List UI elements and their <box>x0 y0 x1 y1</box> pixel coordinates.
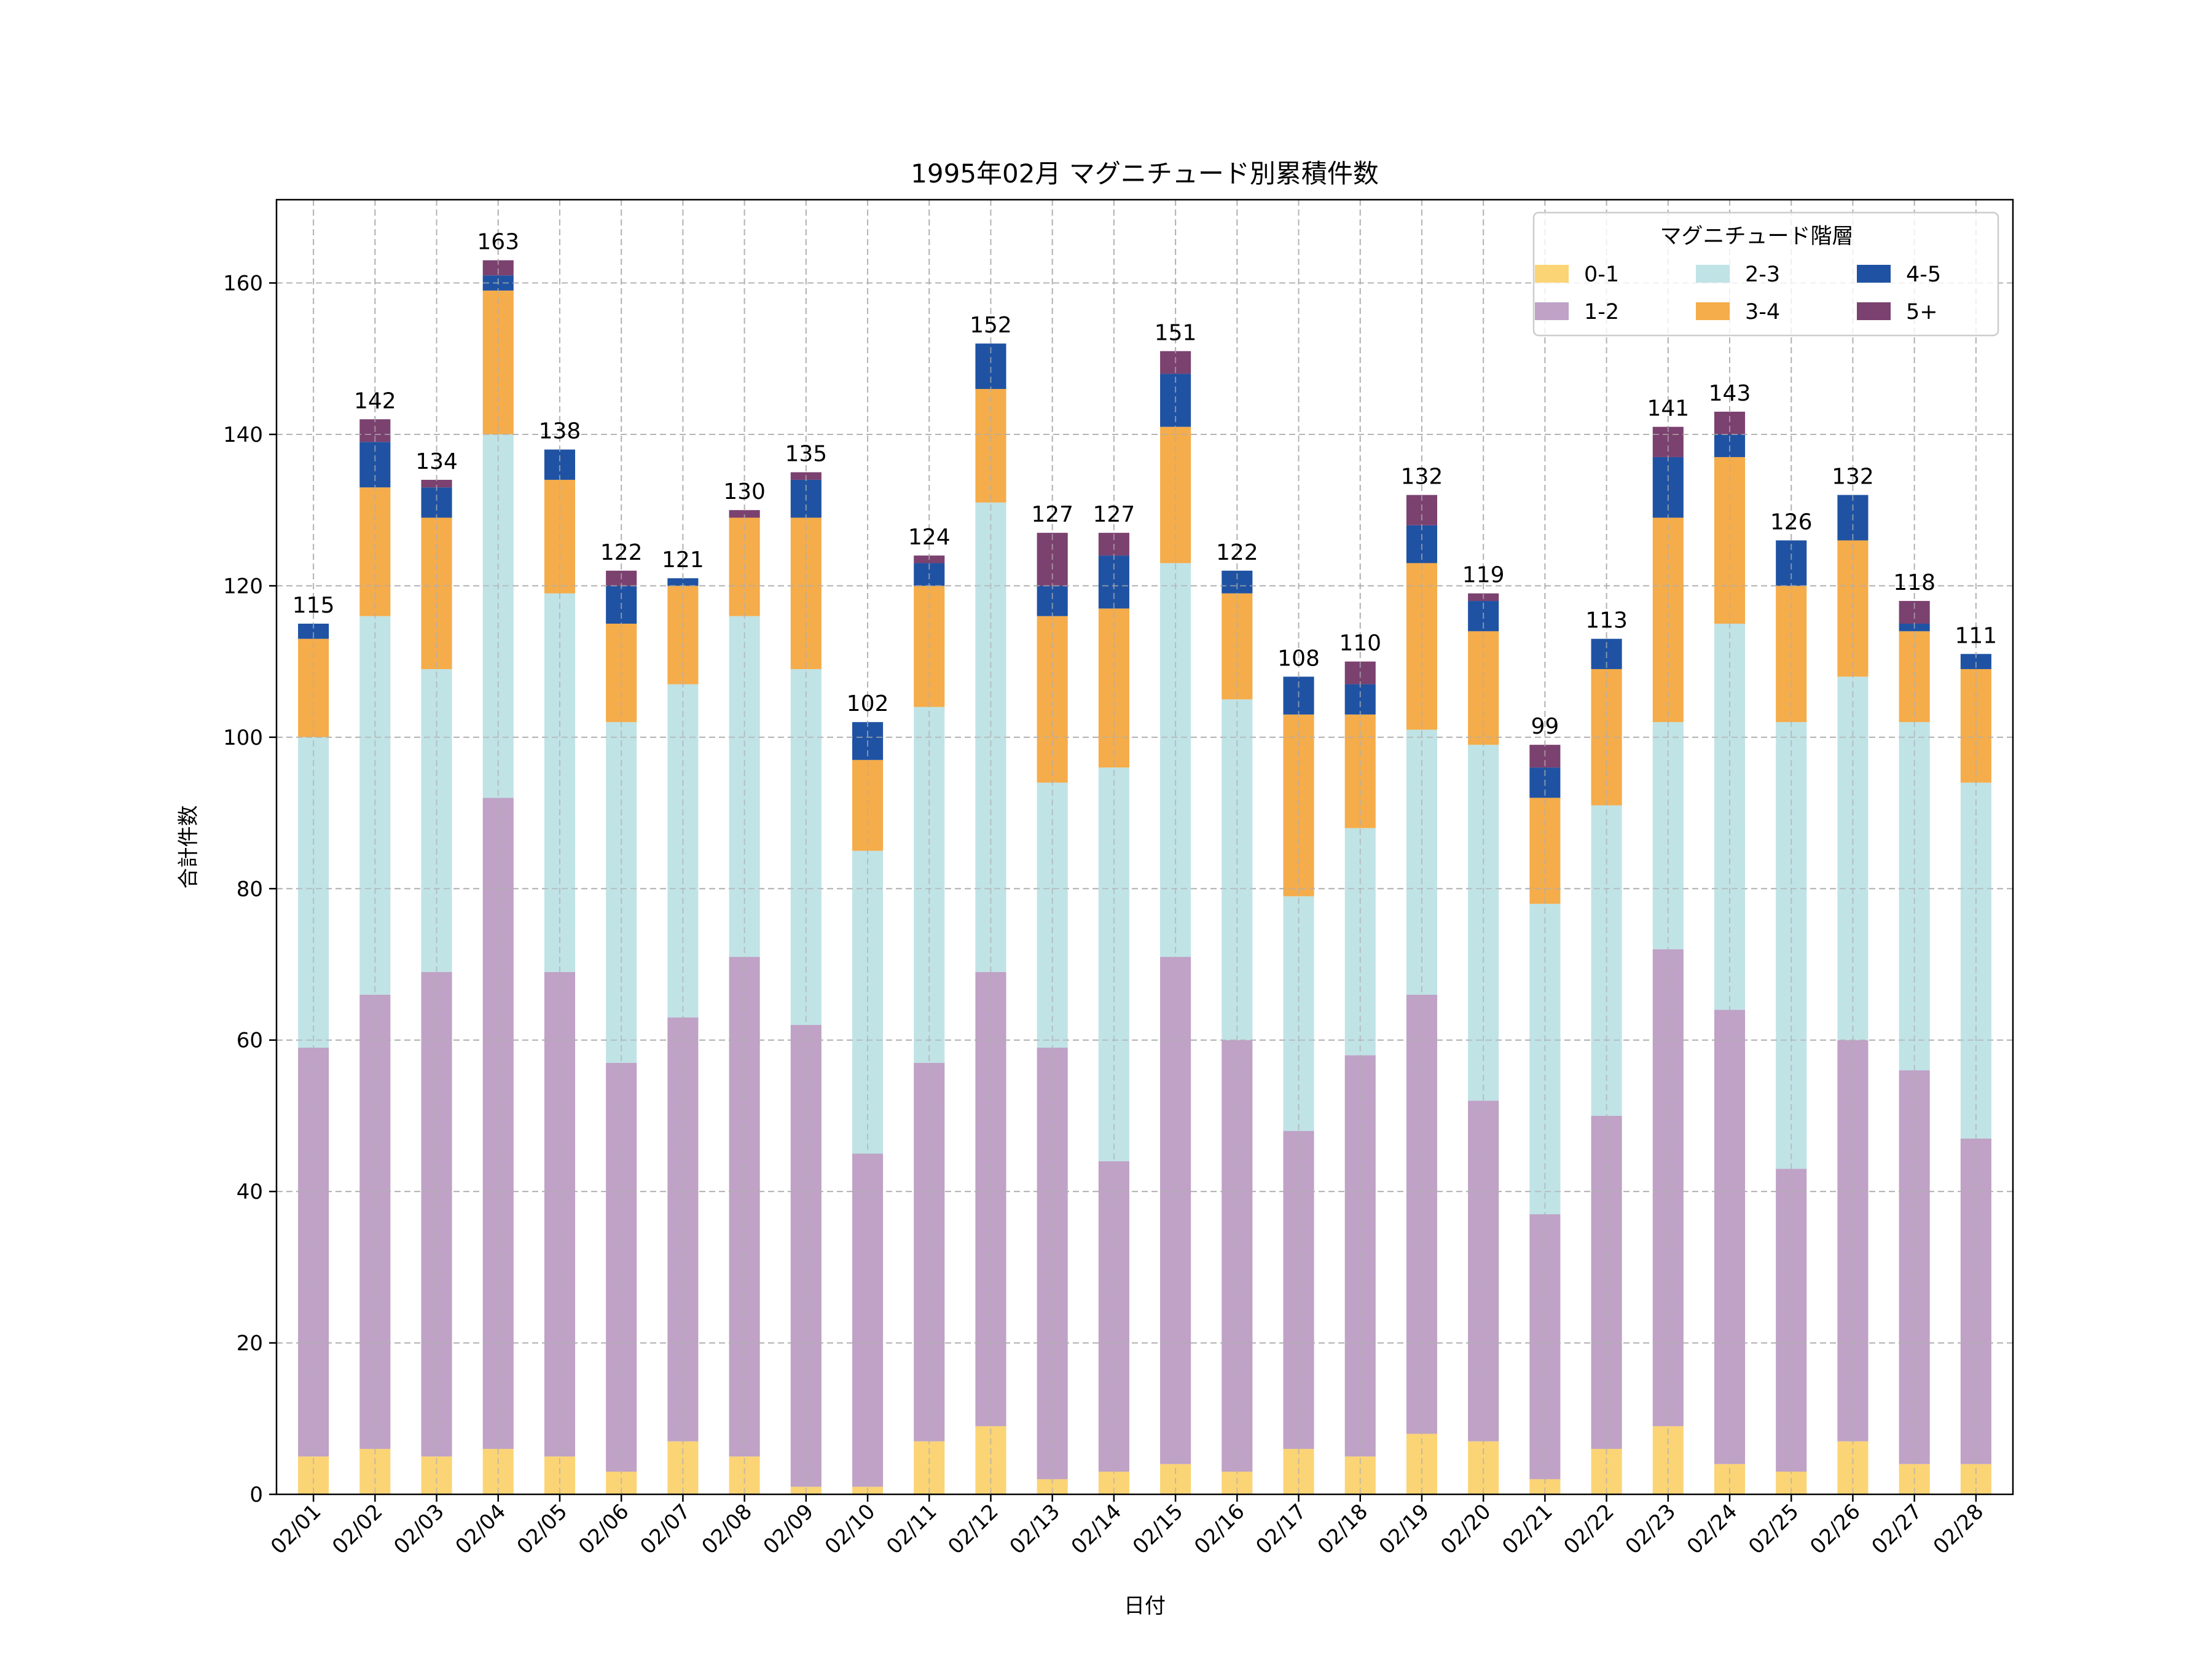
total-label: 102 <box>847 691 889 716</box>
chart-title: 1995年02月 マグニチュード別累積件数 <box>911 159 1379 189</box>
bar-segment-4-5 <box>667 578 699 586</box>
y-tick-label: 140 <box>223 423 263 447</box>
bar-segment-1-2 <box>667 1017 699 1441</box>
y-tick-label: 160 <box>223 272 263 296</box>
bar-segment-2-3 <box>790 669 822 1026</box>
total-label: 138 <box>539 419 581 444</box>
bar-segment-4-5 <box>544 449 576 480</box>
total-label: 132 <box>1832 465 1874 490</box>
total-label: 108 <box>1277 646 1320 671</box>
y-axis: 0 20 40 60 80 100 120 140 160 <box>223 272 276 1507</box>
y-tick-label: 40 <box>237 1180 263 1204</box>
y-axis-label: 合計件数 <box>176 806 201 889</box>
bar-segment-2-3 <box>1714 624 1746 1010</box>
y-tick-label: 100 <box>223 726 263 750</box>
y-tick-label: 80 <box>237 877 263 901</box>
bar-segment-1-2 <box>1160 957 1191 1464</box>
legend-label-4-5: 4-5 <box>1906 262 1941 287</box>
total-label: 124 <box>908 525 951 550</box>
bar-segment-4-5 <box>421 487 452 518</box>
total-label: 163 <box>477 230 519 255</box>
total-label: 121 <box>662 547 704 573</box>
bar-segment-3-4 <box>1037 616 1068 783</box>
legend-label-0-1: 0-1 <box>1584 262 1619 287</box>
y-tick-label: 120 <box>223 574 263 598</box>
total-label: 126 <box>1770 509 1813 535</box>
legend-label-2-3: 2-3 <box>1745 262 1780 287</box>
legend-swatch-0-1 <box>1535 265 1569 283</box>
bar-segment-2-3 <box>1037 782 1068 1048</box>
x-axis-label: 日付 <box>1124 1594 1166 1618</box>
total-label: 118 <box>1893 570 1936 595</box>
total-label: 113 <box>1585 608 1628 633</box>
bar-segment-4-5 <box>1037 586 1068 616</box>
total-label: 143 <box>1709 381 1751 406</box>
legend-swatch-4-5 <box>1857 265 1891 283</box>
total-label: 127 <box>1031 502 1073 527</box>
data-labels: 115 142 134 163 138 122 121 130 135 102 124 152 127 1… <box>292 230 1997 740</box>
total-label: 115 <box>292 593 335 618</box>
total-label: 127 <box>1093 502 1135 527</box>
legend-label-3-4: 3-4 <box>1745 300 1780 324</box>
bar-segment-3-4 <box>1468 631 1499 745</box>
total-label: 142 <box>354 388 396 414</box>
bar-segment-2-3 <box>914 707 945 1063</box>
total-label: 111 <box>1955 623 1998 648</box>
legend-label-1-2: 1-2 <box>1584 300 1619 324</box>
total-label: 122 <box>600 540 643 565</box>
legend: マグニチュード階層 0-1 1-2 2-3 3-4 4-5 5+ <box>1532 211 1999 337</box>
bar-segment-1-2 <box>1529 1214 1561 1480</box>
y-tick-label: 0 <box>249 1483 263 1507</box>
total-label: 134 <box>415 449 458 474</box>
total-label: 141 <box>1647 396 1689 422</box>
bar-segment-3-4 <box>1652 517 1684 723</box>
total-label: 122 <box>1216 540 1258 565</box>
total-label: 99 <box>1531 714 1559 739</box>
total-label: 130 <box>723 479 766 504</box>
plot-frame <box>275 198 2014 1496</box>
total-label: 119 <box>1462 563 1505 588</box>
bar-segment-4-5 <box>1344 684 1376 715</box>
legend-label-5+: 5+ <box>1906 300 1938 324</box>
legend-swatch-1-2 <box>1535 302 1569 320</box>
total-label: 110 <box>1339 631 1381 656</box>
bar-segment-5+ <box>421 479 452 488</box>
total-label: 152 <box>970 313 1012 338</box>
legend-swatch-5+ <box>1857 302 1891 320</box>
y-tick-label: 60 <box>237 1029 263 1053</box>
bar-segment-2-3 <box>1098 767 1129 1161</box>
bar-segment-2-3 <box>1283 896 1314 1131</box>
y-tick-label: 20 <box>237 1332 263 1356</box>
bar-segment-5+ <box>729 510 760 518</box>
legend-swatch-3-4 <box>1696 302 1730 320</box>
legend-swatch-2-3 <box>1696 265 1730 283</box>
total-label: 151 <box>1155 320 1197 345</box>
legend-title: マグニチュード階層 <box>1660 224 1853 249</box>
bar-segment-2-3 <box>1776 722 1807 1169</box>
total-label: 135 <box>785 442 827 467</box>
total-label: 132 <box>1401 465 1443 490</box>
